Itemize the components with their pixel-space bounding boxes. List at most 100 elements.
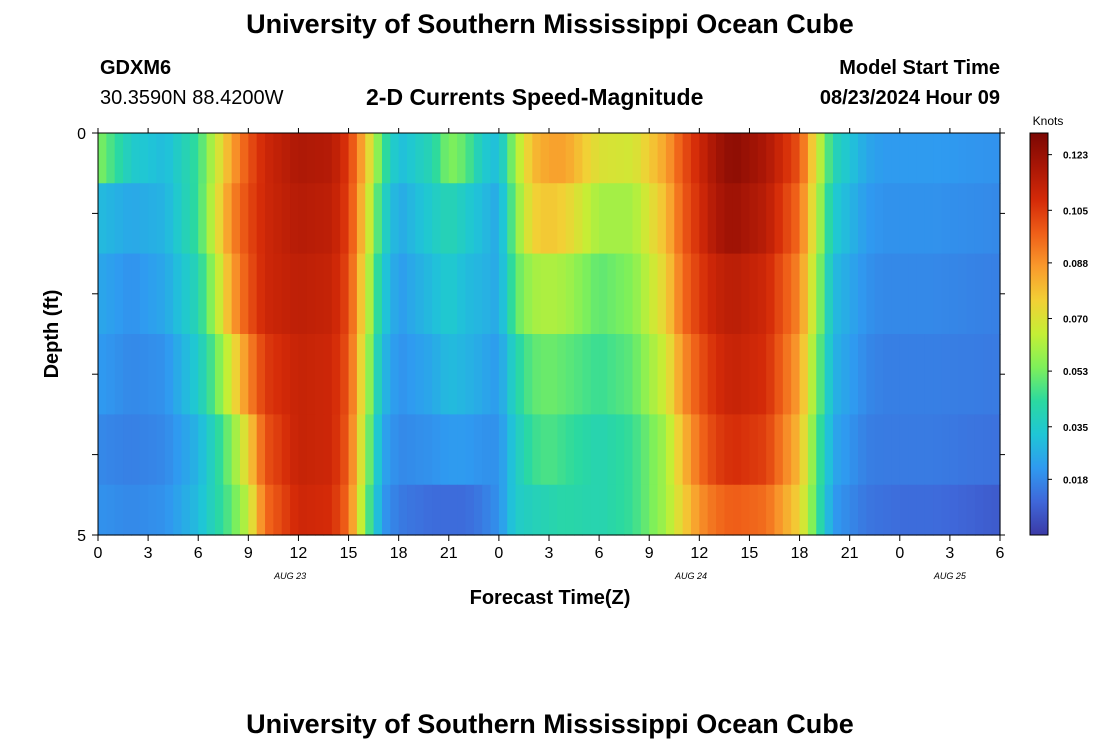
heatmap-cell [340,484,350,536]
heatmap-cell [331,183,341,255]
heatmap-cell [615,133,625,184]
heatmap-cell [883,334,893,415]
heatmap-cell [816,334,826,415]
heatmap-cell [632,183,642,255]
heatmap-cell [891,484,901,536]
heatmap-cell [465,133,475,184]
heatmap-cell [290,484,300,536]
heatmap-cell [131,414,141,486]
heatmap-cell [365,253,375,335]
heatmap-cell [239,484,249,536]
heatmap-cell [173,414,183,486]
heatmap-cell [791,334,801,415]
heatmap-cell [674,133,684,184]
heatmap-cell [540,253,550,335]
heatmap-cell [306,414,316,486]
x-tick-label: 0 [94,545,103,562]
heatmap-cell [657,414,667,486]
heatmap-cell [440,133,450,184]
heatmap-cell [290,183,300,255]
x-tick-label: 12 [690,545,708,562]
heatmap-cell [690,253,700,335]
heatmap-cell [774,253,784,335]
heatmap-cell [114,183,124,255]
heatmap-cell [549,484,558,536]
heatmap-cell [624,414,634,486]
colorbar [1029,132,1049,536]
heatmap-cell [106,133,116,184]
heatmap-cell [373,133,383,184]
heatmap-cell [507,133,517,184]
heatmap-cell [198,334,208,415]
heatmap-cell [774,183,784,255]
x-tick-label: 9 [244,545,253,562]
heatmap-cell [482,334,492,415]
heatmap-cell [607,253,617,335]
heatmap-cell [156,183,166,255]
heatmap-cell [582,133,592,184]
heatmap-cell [757,414,767,486]
heatmap-cell [365,133,375,184]
heatmap-cell [498,253,508,335]
heatmap-cell [657,334,667,415]
heatmap-cell [849,183,859,255]
heatmap-cell [248,253,258,335]
heatmap-cell [791,183,801,255]
heatmap-cell [340,334,350,415]
heatmap-cell [131,334,141,415]
heatmap-cell [181,484,191,536]
heatmap-cell [323,183,333,255]
heatmap-cell [231,414,241,486]
heatmap-cell [757,253,767,335]
heatmap-cell [682,414,692,486]
heatmap-cell [239,253,249,335]
heatmap-cell [816,133,826,184]
heatmap-cell [832,183,842,255]
heatmap-cell [181,133,191,184]
heatmap-cell [774,484,784,536]
heatmap-cell [306,484,316,536]
heatmap-cell [114,414,124,486]
heatmap-cell [173,253,183,335]
heatmap-cell [448,414,458,486]
heatmap-cell [949,414,959,486]
heatmap-cell [214,183,224,255]
heatmap-cell [473,133,483,184]
heatmap-cell [540,183,550,255]
heatmap-cell [799,133,809,184]
x-tick-label: 3 [545,545,554,562]
x-axis-label: Forecast Time(Z) [470,587,631,609]
heatmap-cell [966,183,976,255]
heatmap-cell [265,133,274,184]
heatmap-cell [632,253,642,335]
heatmap-cell [966,414,976,486]
heatmap-cell [599,133,609,184]
heatmap-cell [665,414,675,486]
heatmap-cell [348,484,358,536]
heatmap-cell [933,414,943,486]
heatmap-cell [248,484,258,536]
heatmap-cell [323,414,333,486]
heatmap-cell [98,183,107,255]
model-start-label: Model Start Time [839,57,1000,79]
heatmap-cell [690,484,700,536]
heatmap-cell [716,183,725,255]
heatmap-cell [148,414,158,486]
heatmap-cell [265,253,274,335]
heatmap-cell [323,133,333,184]
heatmap-cell [607,484,617,536]
heatmap-cell [390,414,400,486]
heatmap-cell [749,334,759,415]
heatmap-cell [465,253,475,335]
heatmap-cell [323,253,333,335]
heatmap-cell [348,183,358,255]
heatmap-cell [665,183,675,255]
heatmap-cell [248,334,258,415]
heatmap-cell [966,253,976,335]
x-date-label: AUG 25 [933,571,967,581]
heatmap-cell [373,334,383,415]
heatmap-cell [866,183,876,255]
heatmap-cell [206,484,216,536]
heatmap-cell [607,183,617,255]
heatmap-cell [148,484,158,536]
